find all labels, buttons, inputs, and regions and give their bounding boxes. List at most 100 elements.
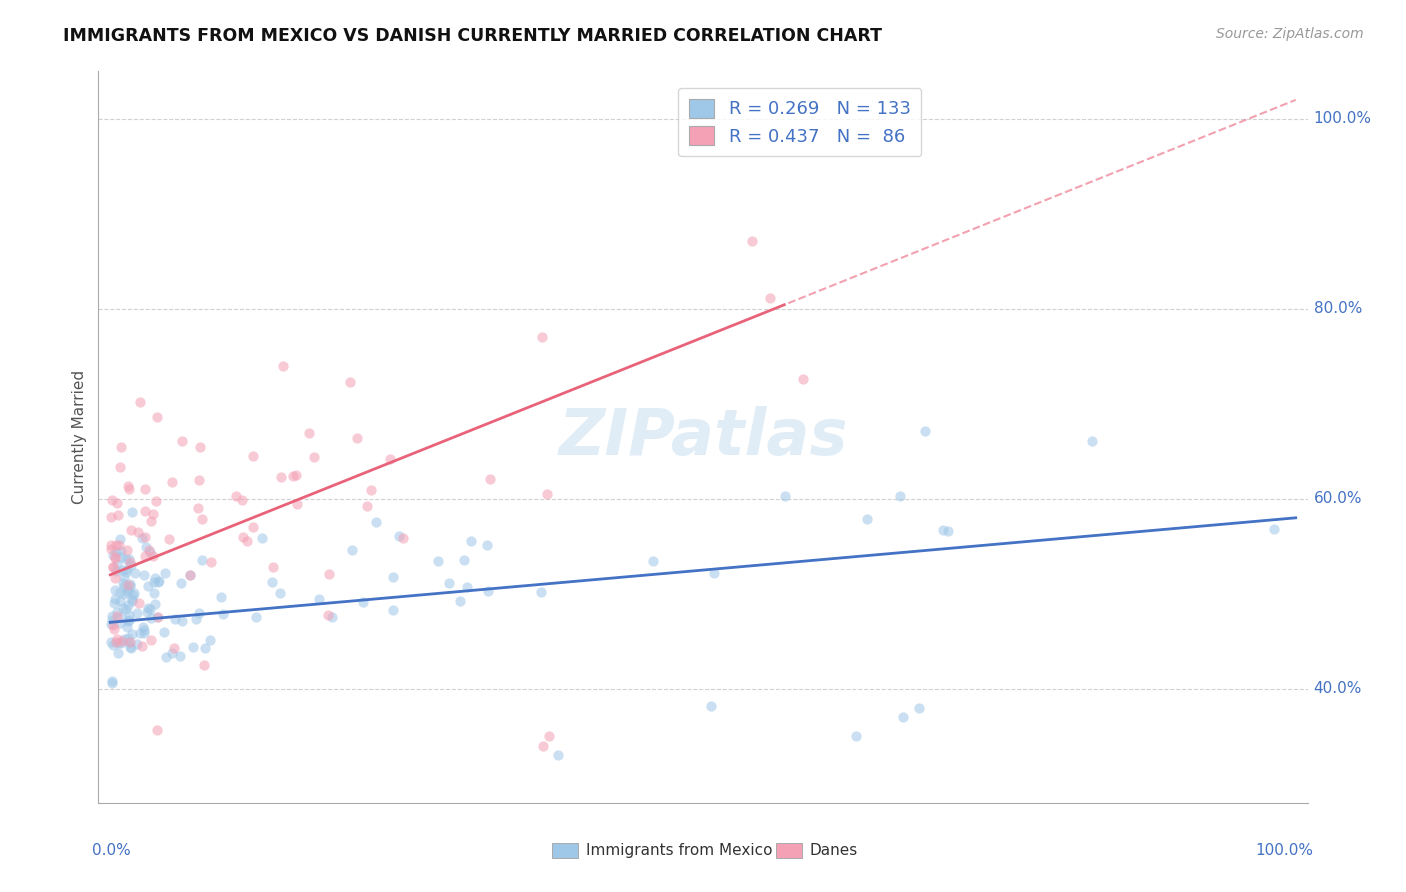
Point (188, 473, 211, 487)
Point (103, 622, 125, 636)
Text: Danes: Danes (810, 843, 858, 858)
Point (143, 571, 166, 585)
Point (388, 529, 411, 543)
Point (356, 499, 378, 513)
Point (112, 601, 135, 615)
Point (360, 483, 382, 497)
Point (270, 469, 292, 483)
Point (131, 531, 153, 545)
Point (112, 587, 135, 601)
Point (118, 579, 141, 593)
Point (262, 574, 284, 589)
Point (118, 483, 141, 497)
Point (529, 585, 551, 599)
Point (121, 627, 143, 641)
Point (131, 639, 153, 653)
Point (105, 608, 128, 623)
Point (845, 729, 868, 743)
Point (641, 554, 664, 568)
Point (160, 646, 183, 660)
Point (460, 533, 482, 548)
Point (531, 330, 554, 344)
Point (117, 614, 139, 628)
Point (235, 533, 257, 548)
Point (132, 625, 155, 640)
Point (889, 489, 911, 503)
Point (112, 570, 135, 584)
Point (907, 701, 929, 715)
Point (108, 538, 131, 552)
Point (1080, 434, 1102, 448)
Point (127, 524, 149, 539)
Point (242, 449, 264, 463)
Point (179, 568, 201, 582)
Point (104, 550, 127, 565)
Point (148, 574, 170, 589)
Point (108, 532, 131, 546)
Point (105, 495, 128, 509)
Point (101, 549, 124, 563)
Legend: R = 0.269   N = 133, R = 0.437   N =  86: R = 0.269 N = 133, R = 0.437 N = 86 (678, 87, 921, 156)
Point (142, 586, 165, 600)
Point (758, 291, 780, 305)
Point (340, 543, 363, 558)
Point (117, 479, 139, 493)
Point (135, 540, 157, 554)
Point (118, 635, 141, 649)
Point (101, 613, 124, 627)
Point (117, 552, 139, 566)
Point (103, 617, 125, 632)
Point (134, 624, 156, 638)
Point (103, 583, 125, 598)
Text: Source: ZipAtlas.com: Source: ZipAtlas.com (1216, 27, 1364, 41)
Point (188, 440, 211, 454)
Point (104, 565, 127, 579)
Text: 40.0%: 40.0% (1313, 681, 1362, 697)
Point (153, 625, 176, 640)
Point (321, 610, 343, 624)
Point (449, 593, 471, 607)
Text: 100.0%: 100.0% (1313, 112, 1372, 127)
Point (120, 555, 142, 569)
Point (146, 410, 169, 425)
Point (169, 649, 191, 664)
Point (146, 610, 169, 624)
Point (856, 512, 879, 526)
Text: 60.0%: 60.0% (1313, 491, 1362, 507)
Point (187, 501, 209, 516)
Point (191, 552, 214, 566)
Point (112, 579, 135, 593)
Point (111, 563, 134, 577)
Point (128, 395, 150, 409)
Point (741, 235, 763, 249)
Point (170, 434, 193, 449)
Point (104, 571, 127, 585)
Point (271, 359, 294, 373)
Y-axis label: Currently Married: Currently Married (72, 370, 87, 504)
Point (121, 593, 143, 607)
Point (364, 516, 387, 530)
Point (186, 612, 208, 626)
Point (105, 558, 128, 572)
Point (198, 632, 221, 647)
Point (101, 638, 124, 652)
Point (536, 486, 558, 500)
Point (456, 580, 478, 594)
Point (145, 494, 167, 508)
Point (155, 650, 177, 665)
Point (110, 610, 132, 624)
Point (132, 620, 155, 634)
Point (318, 566, 340, 581)
Point (120, 641, 142, 656)
Point (225, 489, 247, 503)
Point (117, 578, 139, 592)
Point (110, 440, 132, 454)
Point (181, 640, 204, 654)
Point (101, 560, 124, 574)
Point (100, 493, 122, 508)
Point (475, 538, 498, 552)
Point (110, 593, 132, 607)
Point (122, 585, 145, 599)
Point (437, 575, 460, 590)
Point (139, 545, 162, 559)
